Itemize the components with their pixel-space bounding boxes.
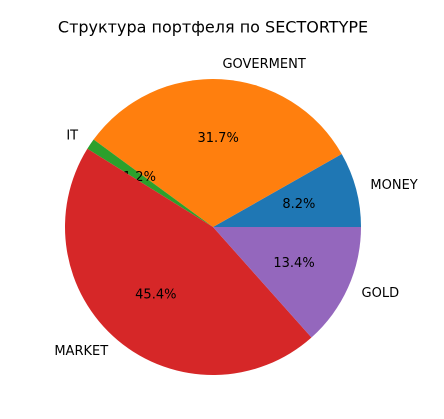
wedge-label: GOVERMENT — [222, 57, 305, 72]
pie-wedge — [64, 148, 312, 376]
wedge-label: IT — [66, 128, 78, 143]
wedge-label: GOLD — [362, 286, 400, 301]
percent-label: 13.4% — [273, 256, 314, 271]
pie-wedge — [213, 227, 361, 338]
chart-title: Структура портфеля по SECTORTYPE — [58, 18, 368, 37]
percent-label: 31.7% — [198, 131, 239, 146]
wedge-label: MONEY — [370, 178, 417, 193]
pie-wedge — [87, 139, 213, 227]
percent-label: 45.4% — [135, 287, 176, 302]
pie-wedge — [213, 154, 361, 227]
wedge-label: MARKET — [54, 344, 108, 359]
pie-wedge — [93, 79, 342, 227]
percent-label: 8.2% — [282, 197, 315, 212]
